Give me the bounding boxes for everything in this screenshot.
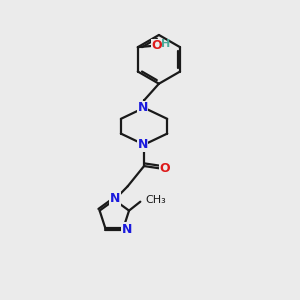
Text: N: N: [110, 192, 120, 205]
Text: CH₃: CH₃: [146, 195, 166, 205]
Text: H: H: [161, 39, 171, 49]
Text: O: O: [160, 162, 170, 175]
Text: O: O: [152, 39, 162, 52]
Text: N: N: [137, 138, 148, 151]
Text: N: N: [122, 223, 132, 236]
Text: N: N: [137, 101, 148, 114]
